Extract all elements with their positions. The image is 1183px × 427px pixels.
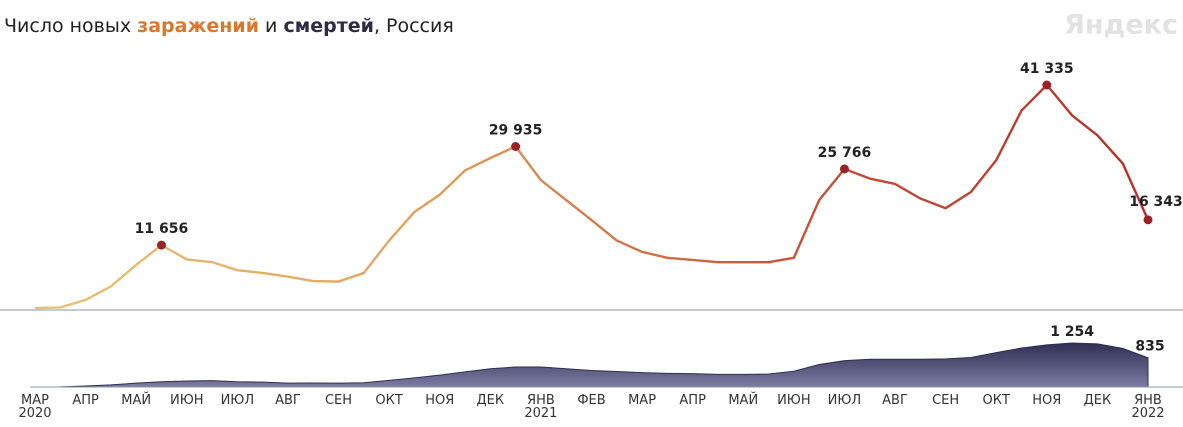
x-tick-label: ИЮЛ (220, 393, 255, 408)
x-tick-label: МАЙ (121, 393, 152, 408)
title-part: и (259, 15, 283, 37)
peak-marker (156, 240, 166, 250)
value-label: 1 254 (1050, 324, 1094, 340)
value-label: 16 343 (1129, 194, 1183, 210)
x-tick-label: ДЕК (1083, 393, 1112, 408)
x-tick-label: АВГ (275, 393, 301, 408)
x-tick-label: ОКТ (982, 393, 1010, 408)
x-tick-label: АПР (72, 393, 99, 408)
x-tick-label: СЕН (932, 393, 960, 408)
peak-marker (839, 164, 849, 174)
infection-line (34, 83, 1150, 310)
value-label: 835 (1135, 339, 1164, 355)
title-part: смертей (283, 15, 374, 37)
x-tick-label: ИЮЛ (827, 393, 862, 408)
x-tick-label: ИЮН (777, 393, 811, 408)
x-tick-label: АВГ (882, 393, 908, 408)
peak-marker (1143, 215, 1153, 225)
peak-marker (1042, 80, 1052, 90)
x-tick-label: МАР 2020 (18, 393, 52, 421)
title-part: , Россия (374, 15, 454, 37)
x-tick-label: ЯНВ 2022 (1131, 393, 1165, 421)
value-label: 25 766 (818, 145, 872, 161)
x-tick-label: МАР (628, 393, 657, 408)
x-tick-label: ДЕК (476, 393, 505, 408)
chart-title: Число новых заражений и смертей, Россия (4, 15, 454, 37)
x-tick-label: СЕН (324, 393, 353, 408)
x-tick-label: НОЯ (1032, 393, 1062, 408)
x-tick-label: НОЯ (425, 393, 455, 408)
value-label: 29 935 (489, 123, 543, 139)
x-tick-label: ФЕВ (577, 393, 606, 408)
x-tick-label: ИЮН (169, 393, 204, 408)
x-tick-label: ОКТ (375, 393, 403, 408)
title-part: заражений (137, 15, 259, 37)
title-part: Число новых (4, 15, 137, 37)
value-label: 11 656 (135, 221, 189, 237)
x-tick-label: МАЙ (728, 393, 759, 408)
x-tick-label: АПР (679, 393, 706, 408)
deaths-area (34, 342, 1149, 388)
peak-marker (511, 142, 521, 152)
value-label: 41 335 (1020, 61, 1074, 77)
x-tick-label: ЯНВ 2021 (524, 393, 558, 421)
logo: Яндекс (1064, 10, 1178, 41)
